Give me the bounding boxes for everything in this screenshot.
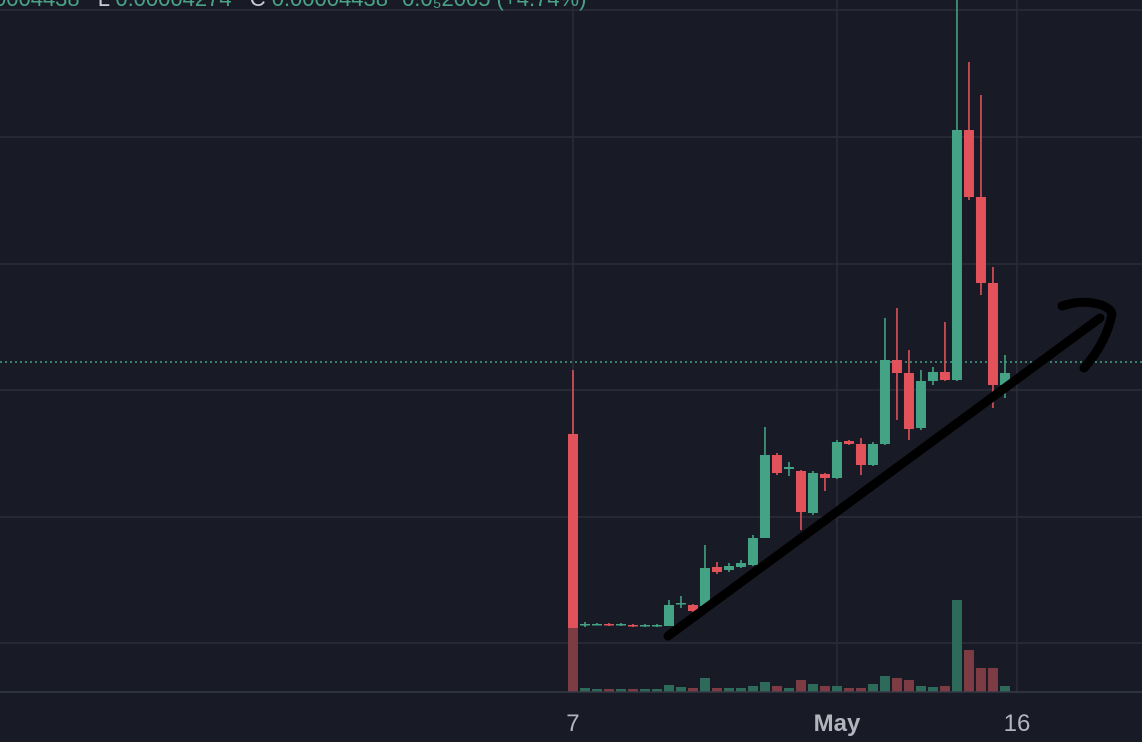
candle-body xyxy=(735,563,746,567)
volume-bar xyxy=(951,600,962,692)
candle-body xyxy=(615,624,626,626)
candle-body xyxy=(843,441,854,444)
header-value: 0.00004438 xyxy=(272,0,388,11)
ohlc-header: 0004438 L 0.00004274 C 0.00004438 0.0₅20… xyxy=(0,0,586,11)
volume-bar xyxy=(567,628,578,692)
candle-body xyxy=(651,625,662,627)
volume-bar xyxy=(723,688,734,692)
candle-body xyxy=(951,130,962,380)
volume-bar xyxy=(699,678,710,692)
volume-bar xyxy=(627,689,638,692)
candle-body xyxy=(687,605,698,611)
candle-body xyxy=(999,373,1010,385)
volume-bar xyxy=(819,686,830,692)
candle-body xyxy=(603,624,614,626)
volume-bar xyxy=(591,689,602,692)
candle-body xyxy=(963,130,974,197)
candle-body xyxy=(855,444,866,465)
plot xyxy=(567,0,1010,692)
volume-bar xyxy=(855,688,866,692)
volume-bar xyxy=(903,680,914,692)
volume-bar xyxy=(867,684,878,692)
volume-bar xyxy=(771,686,782,692)
candle-body xyxy=(639,625,650,627)
candle-body xyxy=(591,624,602,626)
candle-body xyxy=(807,473,818,513)
drawn-arrow xyxy=(663,297,1117,641)
volume-bar xyxy=(975,668,986,692)
volume-bar xyxy=(939,686,950,692)
candle-body xyxy=(699,568,710,606)
x-tick-label: 16 xyxy=(1004,710,1031,737)
volume-bar xyxy=(915,686,926,692)
candle-body xyxy=(747,538,758,565)
candle-body xyxy=(795,471,806,512)
candle-body xyxy=(771,455,782,473)
volume-bar xyxy=(807,684,818,692)
volume-bar xyxy=(747,686,758,692)
x-tick-label: May xyxy=(814,710,861,737)
header-key: L xyxy=(98,0,110,11)
volume-bar xyxy=(879,676,890,692)
volume-bar xyxy=(603,689,614,692)
candle-body xyxy=(783,467,794,469)
candle-body xyxy=(927,372,938,381)
volume-bar xyxy=(987,668,998,692)
volume-bar xyxy=(579,688,590,692)
candle-body xyxy=(879,360,890,444)
candle-body xyxy=(831,442,842,478)
candle-body xyxy=(579,624,590,626)
volume-bar xyxy=(927,687,938,692)
candle-body xyxy=(627,625,638,627)
header-change: 0.0₅2005 (+4.74%) xyxy=(402,0,586,11)
volume-bar xyxy=(675,687,686,692)
candle-body xyxy=(915,381,926,428)
x-tick-label: 7 xyxy=(566,710,579,737)
volume-bar xyxy=(831,686,842,692)
volume-bar xyxy=(615,689,626,692)
candle-body xyxy=(723,566,734,570)
header-key: C xyxy=(250,0,266,11)
volume-bar xyxy=(999,686,1010,692)
volume-bar xyxy=(711,688,722,692)
candle-body xyxy=(711,567,722,572)
volume-bar xyxy=(963,650,974,692)
volume-bar xyxy=(783,688,794,692)
volume-bar xyxy=(663,685,674,692)
volume-bar xyxy=(639,689,650,692)
volume-bar xyxy=(687,688,698,692)
candle-body xyxy=(663,605,674,626)
candle-body xyxy=(903,373,914,429)
candle-body xyxy=(675,603,686,605)
candle-body xyxy=(939,372,950,380)
candle-body xyxy=(759,455,770,538)
volume-bar xyxy=(651,689,662,692)
candle-body xyxy=(819,474,830,478)
volume-bar xyxy=(891,678,902,692)
candle-body xyxy=(975,197,986,283)
header-value: 0.00004274 xyxy=(115,0,231,11)
candle-body xyxy=(987,283,998,385)
candle-body xyxy=(867,444,878,465)
candle-body xyxy=(567,434,578,628)
volume-bar xyxy=(735,688,746,692)
volume-bar xyxy=(759,682,770,692)
volume-bar xyxy=(843,688,854,692)
volume-bar xyxy=(795,680,806,692)
candle-body xyxy=(891,360,902,373)
header-value: 0004438 xyxy=(0,0,80,11)
